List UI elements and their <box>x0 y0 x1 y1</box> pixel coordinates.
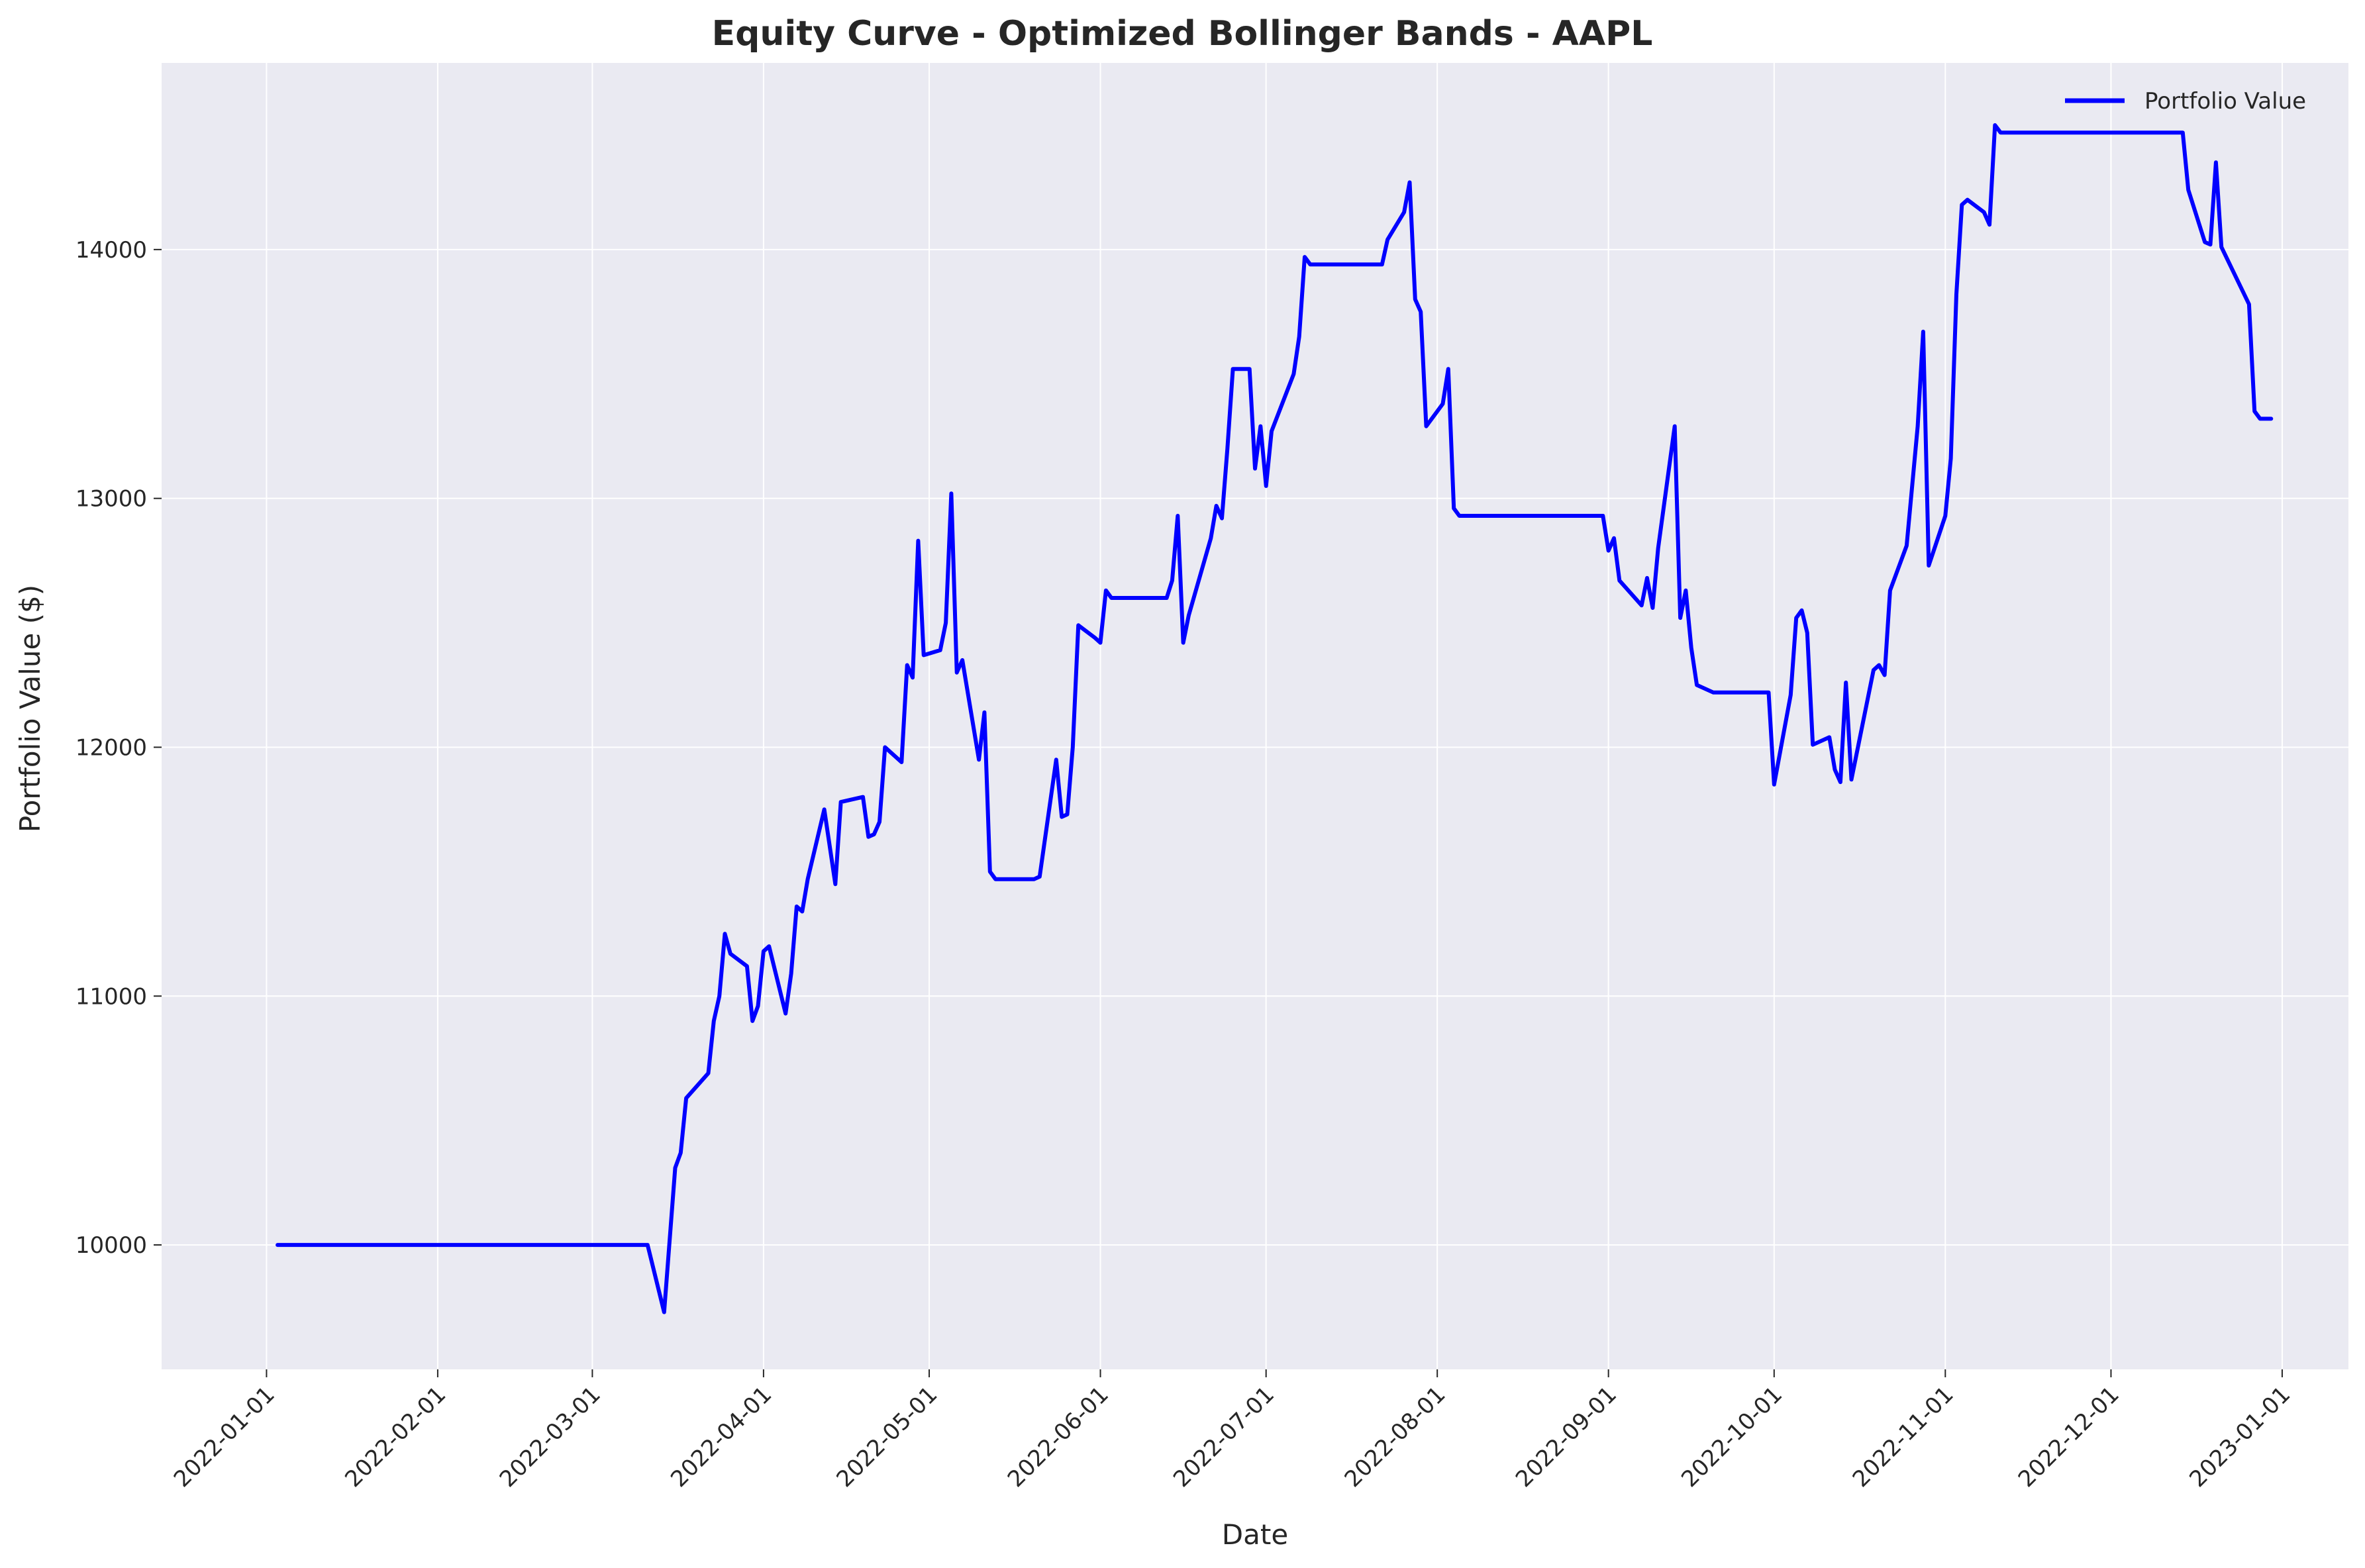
legend-label-portfolio-value: Portfolio Value <box>2144 88 2306 115</box>
legend: Portfolio Value <box>2065 88 2306 115</box>
x-axis-label: Date <box>1222 1518 1288 1551</box>
chart-title: Equity Curve - Optimized Bollinger Bands… <box>712 14 1653 54</box>
y-axis-ticks: 10000 11000 12000 13000 14000 <box>75 237 162 1259</box>
y-tick-label: 10000 <box>75 1232 147 1259</box>
grid <box>162 63 2348 1369</box>
y-tick-label: 14000 <box>75 237 147 264</box>
y-tick-label: 12000 <box>75 734 147 761</box>
y-axis-label: Portfolio Value ($) <box>14 585 46 832</box>
portfolio-value-line <box>276 123 2274 1314</box>
plot-area <box>162 63 2348 1369</box>
y-tick-label: 11000 <box>75 983 147 1010</box>
y-tick-label: 13000 <box>75 486 147 513</box>
